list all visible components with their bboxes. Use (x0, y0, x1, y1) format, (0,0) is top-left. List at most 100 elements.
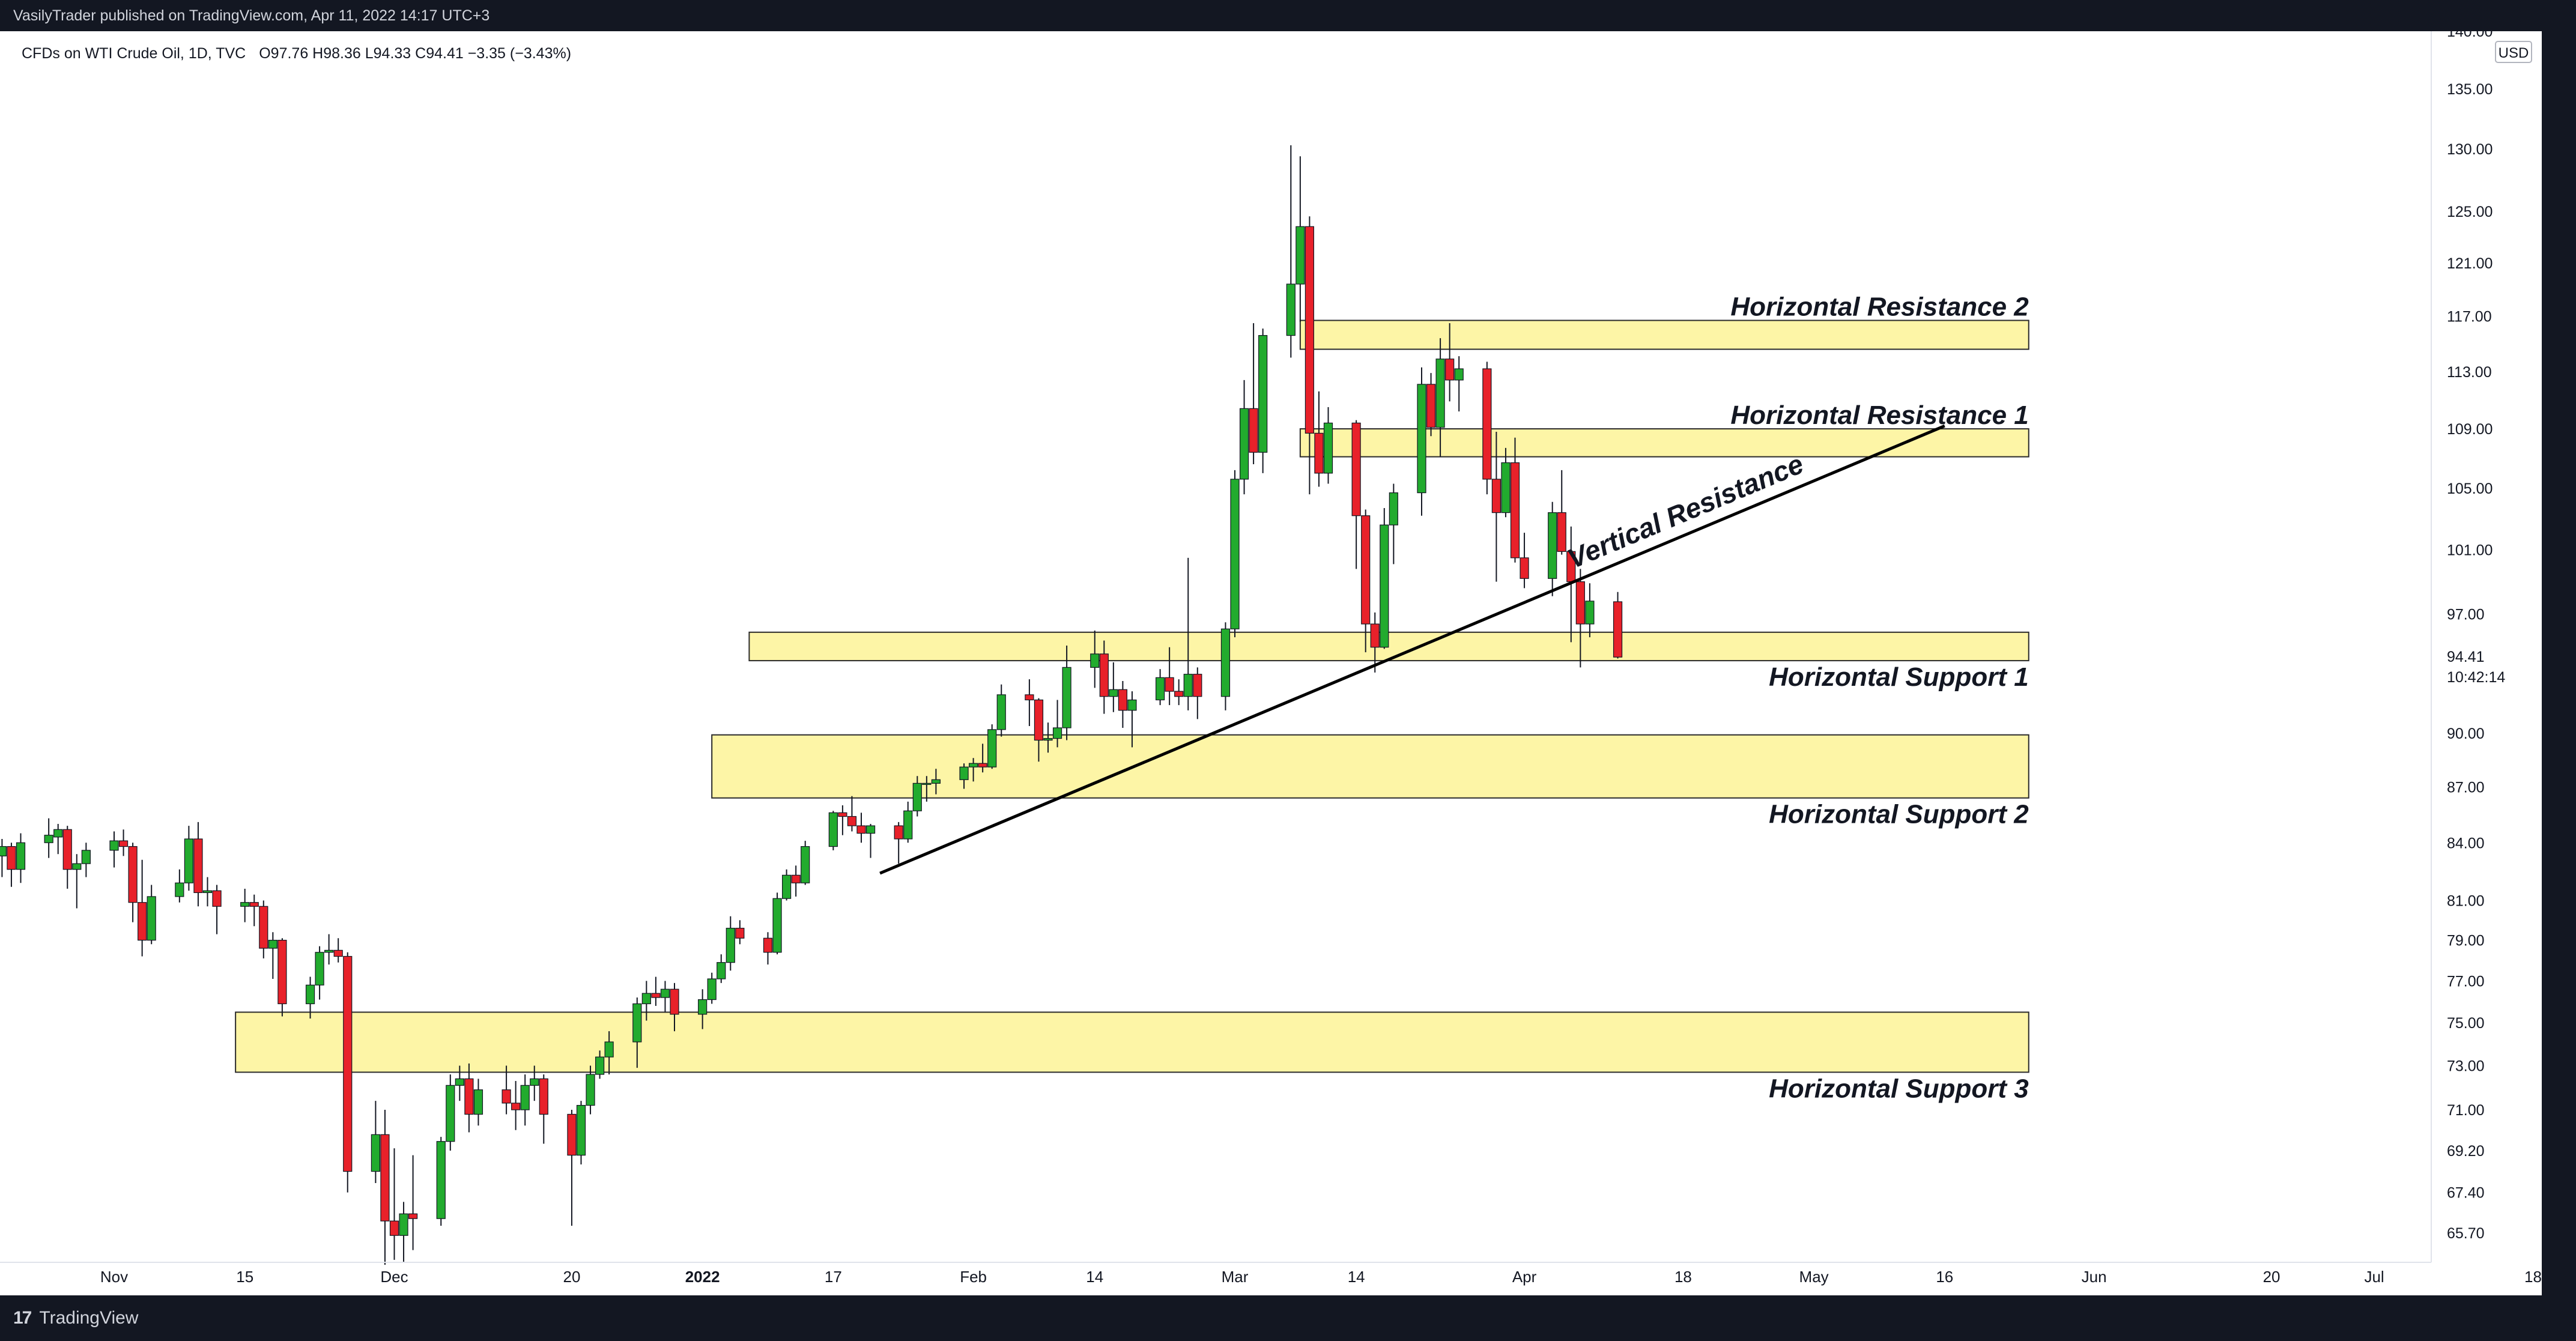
candle (660, 981, 670, 1013)
time-tick-label: 20 (2263, 1268, 2281, 1286)
price-tick-label: 121.00 (2447, 255, 2493, 272)
candle-body-up (987, 729, 997, 767)
brand-label[interactable]: TradingView (39, 1308, 139, 1328)
candle-body-up (922, 783, 932, 785)
time-tick-label: Apr (1512, 1268, 1537, 1286)
candle-body-down (847, 816, 857, 826)
candle-body-down (212, 890, 222, 907)
candle-body-up (1501, 462, 1511, 513)
candle (315, 946, 324, 1000)
candle (894, 822, 903, 864)
candle-body-down (735, 927, 745, 939)
candle (277, 938, 287, 1017)
candle (455, 1065, 464, 1101)
time-tick-label: Feb (960, 1268, 987, 1286)
candle (212, 885, 222, 934)
candle (16, 833, 26, 883)
candle-body-up (1417, 384, 1426, 494)
candle (931, 769, 941, 795)
zone-label-1: Horizontal Resistance 2 (1730, 292, 2029, 322)
candle (1370, 612, 1380, 673)
candle (268, 932, 277, 979)
candle-body-down (894, 825, 903, 840)
candle-body-up (268, 939, 277, 949)
candle (1043, 722, 1053, 753)
candle-body-down (838, 812, 847, 817)
candle-body-down (277, 939, 287, 1005)
candle (1417, 367, 1426, 516)
candle-body-up (1258, 334, 1268, 453)
candle (912, 776, 922, 817)
candle-body-up (576, 1104, 586, 1156)
candle (1127, 691, 1137, 748)
time-tick-label: Jun (2082, 1268, 2107, 1286)
candle (240, 888, 250, 922)
zone-2 (1299, 428, 2029, 458)
price-chart[interactable]: Vertical Resistance Horizontal Resistanc… (0, 23, 2542, 1295)
candle-body-up (781, 874, 792, 899)
candle-body-down (1575, 581, 1585, 625)
candle-body-down (1613, 601, 1623, 658)
candle (865, 823, 876, 858)
price-tick-label: 109.00 (2447, 421, 2493, 438)
candle-body-up (996, 694, 1006, 730)
candle-body-down (408, 1213, 418, 1219)
candle-body-up (586, 1074, 595, 1106)
candle (959, 763, 969, 789)
candle-body-down (128, 846, 138, 903)
candle-body-up (315, 952, 324, 985)
candle (586, 1065, 595, 1115)
candle-body-up (202, 890, 213, 894)
candle-body-down (1351, 422, 1361, 516)
candle-body-up (1585, 601, 1595, 625)
candle-body-up (604, 1041, 614, 1058)
price-tick-label: 105.00 (2447, 480, 2493, 497)
price-axis[interactable]: 140.00 135.00 130.00 125.00 121.00 117.00 113.… (2447, 23, 2505, 1242)
candle-body-up (1239, 408, 1249, 480)
time-axis[interactable]: Nov 15 Dec 20 2022 17 Feb 14 Mar 14 Apr 18 May 16 Jun 2… (100, 1268, 2542, 1286)
candle (1585, 583, 1595, 638)
time-tick-label: Jul (2364, 1268, 2384, 1286)
candle-body-up (44, 835, 53, 843)
candle-body-up (455, 1078, 464, 1086)
candle-body-down (1025, 694, 1034, 701)
candle-body-up (1230, 479, 1240, 629)
price-tick-label: 73.00 (2447, 1058, 2485, 1075)
tradingview-logo-icon: 17 (13, 1308, 32, 1328)
currency-label: USD (2499, 45, 2529, 61)
candle (828, 811, 838, 850)
candle-body-down (670, 988, 679, 1015)
candle-body-down (1165, 677, 1174, 692)
candle (1389, 483, 1398, 565)
candle-body-up (1220, 628, 1231, 697)
candle (903, 801, 913, 843)
currency-badge[interactable]: USD (2495, 41, 2532, 63)
candle (1230, 470, 1240, 638)
time-tick-label: Nov (100, 1268, 128, 1286)
candle-body-down (1314, 432, 1324, 474)
candle-body-down (651, 993, 661, 998)
zone-label-4: Horizontal Support 2 (1769, 800, 2029, 829)
candle-body-down (763, 937, 773, 953)
candle-body-up (1090, 653, 1100, 668)
candle (1090, 631, 1100, 688)
candle (1165, 647, 1174, 706)
candle (1286, 145, 1296, 358)
candle-body-down (333, 949, 343, 957)
price-tick-label: 75.00 (2447, 1015, 2485, 1032)
candle-body-up (912, 783, 922, 811)
candle-body-up (530, 1078, 539, 1086)
chart-frame[interactable]: Vertical Resistance Horizontal Resistanc… (0, 23, 2542, 1295)
candle (473, 1079, 483, 1126)
footer-bar: 17 TradingView (0, 1295, 2576, 1341)
time-tick-label: 20 (563, 1268, 580, 1286)
candle (1305, 216, 1314, 495)
candle-body-down (539, 1078, 548, 1115)
price-tick-label: 130.00 (2447, 141, 2493, 158)
candle-body-up (632, 1003, 642, 1043)
candle-body-up (147, 896, 156, 941)
candle-body-up (0, 846, 7, 856)
candle (791, 865, 801, 897)
candle (996, 684, 1006, 737)
candle-body-up (72, 863, 82, 870)
